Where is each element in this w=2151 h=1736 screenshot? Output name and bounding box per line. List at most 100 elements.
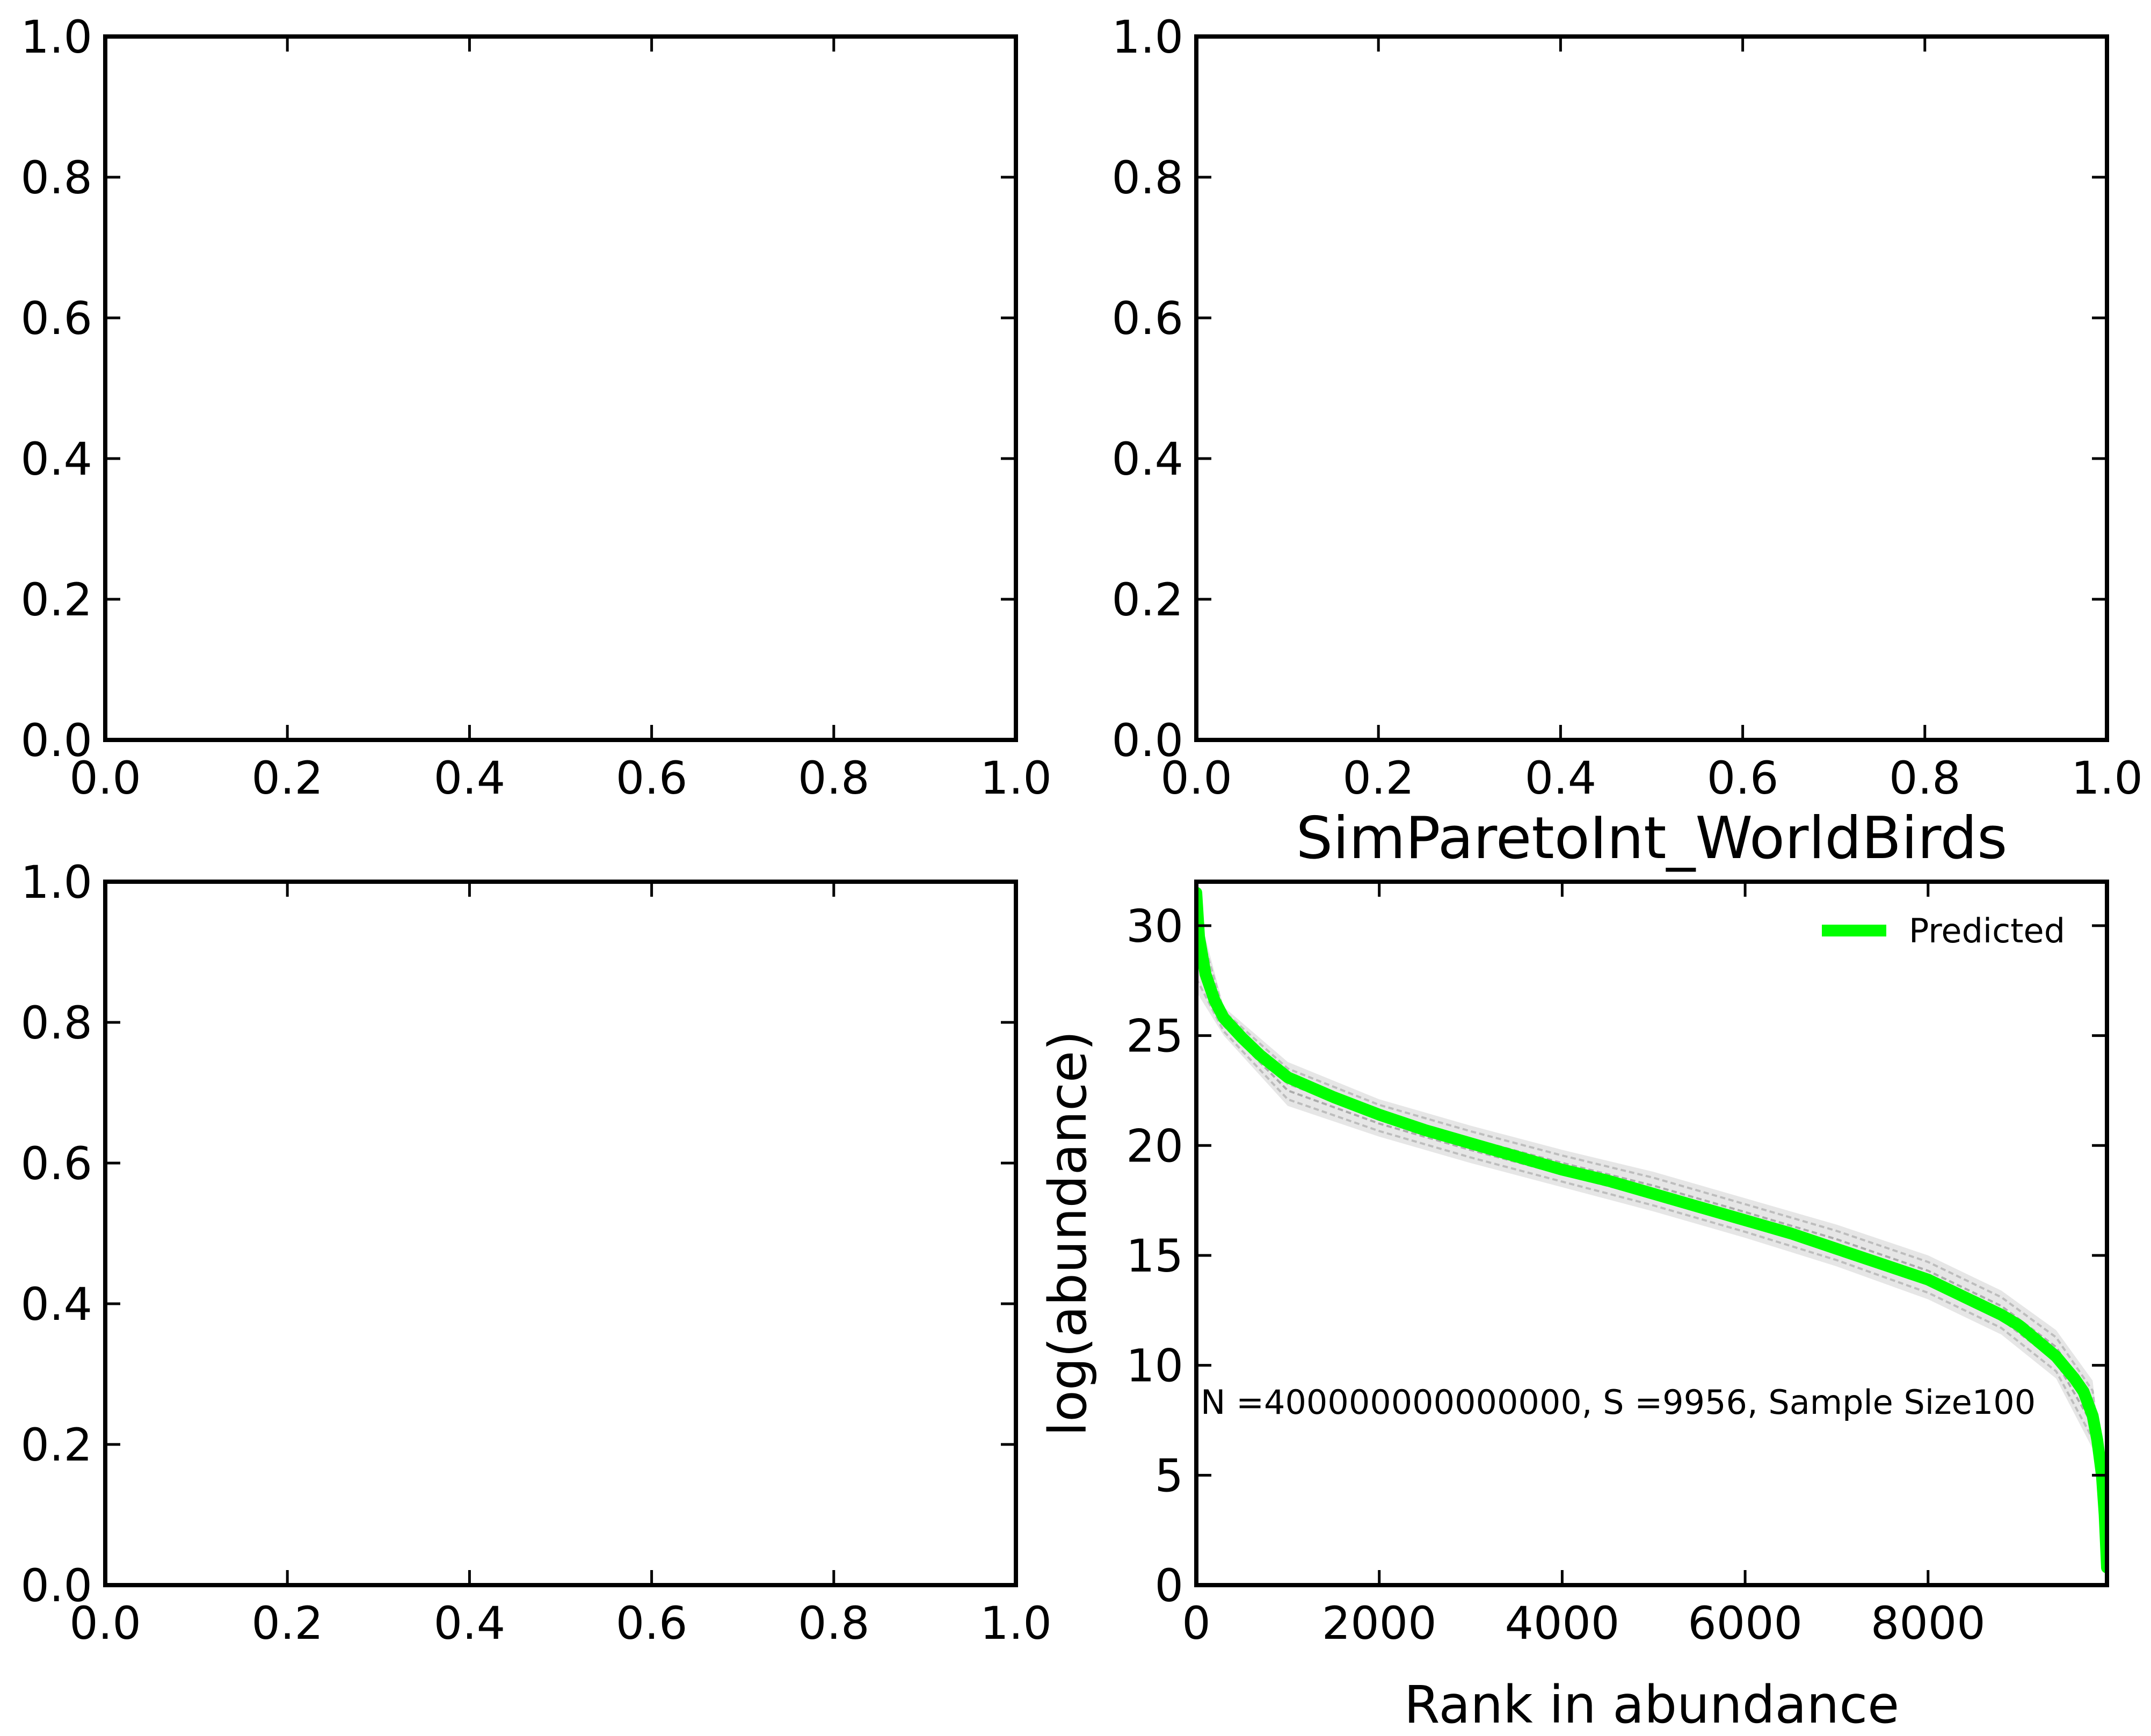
y-tick-label: 0 [1155, 1559, 1183, 1612]
subplot-bottom-left: 0.0 0.2 0.4 0.6 0.8 1.0 0.0 0.2 0.4 0.6 0.8 1.0 [20, 856, 1051, 1650]
y-tick: 0.4 [1111, 433, 2107, 485]
y-tick-label: 1.0 [20, 856, 92, 909]
x-ticks: 0.0 0.2 0.4 0.6 0.8 1.0 [69, 37, 1052, 804]
y-tick: 0.6 [20, 1137, 1016, 1190]
y-tick-label: 0.0 [1111, 714, 1183, 767]
plot-frame [1194, 880, 2109, 1587]
y-tick-label: 25 [1126, 1010, 1183, 1063]
y-tick: 0.4 [20, 1278, 1016, 1331]
y-tick-label: 0.2 [20, 1419, 92, 1471]
x-tick-label: 0.0 [1160, 752, 1232, 804]
y-tick-label: 0.4 [1111, 433, 1183, 485]
y-tick: 0.4 [20, 433, 1016, 485]
predicted-line [1196, 887, 2107, 1574]
y-tick: 0.2 [1111, 573, 2107, 626]
y-tick: 0.6 [1111, 292, 2107, 345]
y-ticks: 0.0 0.2 0.4 0.6 0.8 1.0 [1111, 11, 2107, 767]
y-tick-label: 0.2 [20, 573, 92, 626]
x-tick: 0.4 [1525, 37, 1597, 804]
chart-annotation: N =400000000000000, S =9956, Sample Size… [1201, 1383, 2036, 1422]
x-tick-label: 0.8 [1889, 752, 1961, 804]
y-tick-label: 10 [1126, 1340, 1183, 1392]
x-tick: 1.0 [980, 37, 1052, 804]
y-tick: 0.6 [20, 292, 1016, 345]
simulation-sample-line [1196, 916, 2107, 1517]
plot-frame [1194, 34, 2109, 742]
subplot-top-left: 0.0 0.2 0.4 0.6 0.8 1.0 0.0 0.2 0.4 0.6 0.8 1.0 [20, 11, 1051, 804]
x-tick-label: 0.6 [616, 1597, 688, 1650]
y-tick: 0.8 [20, 151, 1016, 204]
x-tick: 0.2 [251, 37, 323, 804]
legend: Predicted [1822, 911, 2065, 950]
x-tick: 1.0 [2071, 37, 2143, 804]
x-ticks: 0.0 0.2 0.4 0.6 0.8 1.0 [69, 882, 1052, 1650]
y-tick-label: 30 [1126, 900, 1183, 953]
x-tick: 0.0 [1160, 37, 1232, 804]
x-tick-label: 4000 [1505, 1597, 1620, 1650]
x-ticks: 0 2000 4000 6000 8000 [1182, 882, 1986, 1650]
y-tick: 15 [1126, 1230, 2107, 1282]
x-tick: 0.2 [1342, 37, 1414, 804]
y-tick-label: 0.8 [1111, 151, 1183, 204]
x-tick: 4000 [1505, 882, 1620, 1650]
subplot-bottom-right: SimParetoInt_WorldBirds 0 2000 4000 6000 800… [1038, 805, 2109, 1735]
y-tick: 0.8 [1111, 151, 2107, 204]
y-tick-label: 0.4 [20, 1278, 92, 1331]
x-tick: 0.0 [69, 882, 141, 1650]
x-tick-label: 1.0 [2071, 752, 2143, 804]
x-tick-label: 0.8 [798, 1597, 870, 1650]
x-tick-label: 8000 [1871, 1597, 1986, 1650]
x-tick-label: 1.0 [980, 1597, 1052, 1650]
x-tick: 0.0 [69, 37, 141, 804]
legend-label-predicted: Predicted [1909, 911, 2065, 950]
plot-frame [103, 880, 1018, 1587]
x-tick-label: 0.2 [251, 1597, 323, 1650]
x-tick-label: 0 [1182, 1597, 1210, 1650]
subplot-top-right: 0.0 0.2 0.4 0.6 0.8 1.0 0.0 0.2 0.4 0.6 0.8 1.0 [1111, 11, 2142, 804]
predicted-series-line [1196, 887, 2107, 1574]
y-ticks: 0.0 0.2 0.4 0.6 0.8 1.0 [20, 856, 1016, 1612]
y-tick: 5 [1155, 1449, 2107, 1502]
x-tick: 0.6 [1707, 37, 1779, 804]
plot-title: SimParetoInt_WorldBirds [1296, 805, 2008, 872]
y-tick: 0.0 [1111, 714, 2107, 767]
y-tick: 0.0 [20, 714, 1016, 767]
y-tick-label: 5 [1155, 1449, 1183, 1502]
y-tick-label: 0.0 [20, 714, 92, 767]
x-tick: 0.8 [798, 882, 870, 1650]
y-tick-label: 15 [1126, 1230, 1183, 1282]
x-tick: 0.4 [434, 37, 506, 804]
x-tick: 1.0 [980, 882, 1052, 1650]
x-tick: 2000 [1322, 882, 1437, 1650]
y-tick-label: 0.6 [20, 1137, 92, 1190]
x-tick-label: 0.2 [251, 752, 323, 804]
y-tick: 0.8 [20, 997, 1016, 1049]
x-tick-label: 0.0 [69, 1597, 141, 1650]
y-tick: 30 [1126, 900, 2107, 953]
y-tick-label: 0.0 [20, 1559, 92, 1612]
y-tick: 25 [1126, 1010, 2107, 1063]
x-tick: 0 [1182, 882, 1211, 1650]
x-tick: 0.4 [434, 882, 506, 1650]
x-tick-label: 0.4 [434, 1597, 506, 1650]
x-tick-label: 0.4 [434, 752, 506, 804]
x-tick-label: 0.4 [1525, 752, 1597, 804]
y-tick: 10 [1126, 1340, 2107, 1392]
x-tick-label: 0.6 [1707, 752, 1779, 804]
x-tick: 0.6 [616, 37, 688, 804]
y-tick: 1.0 [20, 856, 1016, 909]
y-tick-label: 0.8 [20, 151, 92, 204]
x-tick: 0.8 [798, 37, 870, 804]
x-axis-title: Rank in abundance [1404, 1675, 1899, 1735]
x-ticks: 0.0 0.2 0.4 0.6 0.8 1.0 [1160, 37, 2143, 804]
y-tick-label: 0.8 [20, 997, 92, 1049]
y-tick: 0 [1155, 1559, 2107, 1612]
y-tick-label: 0.6 [20, 292, 92, 345]
y-ticks: 0 5 10 15 20 25 30 [1126, 900, 2107, 1612]
y-tick: 1.0 [1111, 11, 2107, 63]
x-tick: 0.2 [251, 882, 323, 1650]
x-tick-label: 0.2 [1342, 752, 1414, 804]
x-tick-label: 0.6 [616, 752, 688, 804]
y-tick: 0.2 [20, 1419, 1016, 1471]
